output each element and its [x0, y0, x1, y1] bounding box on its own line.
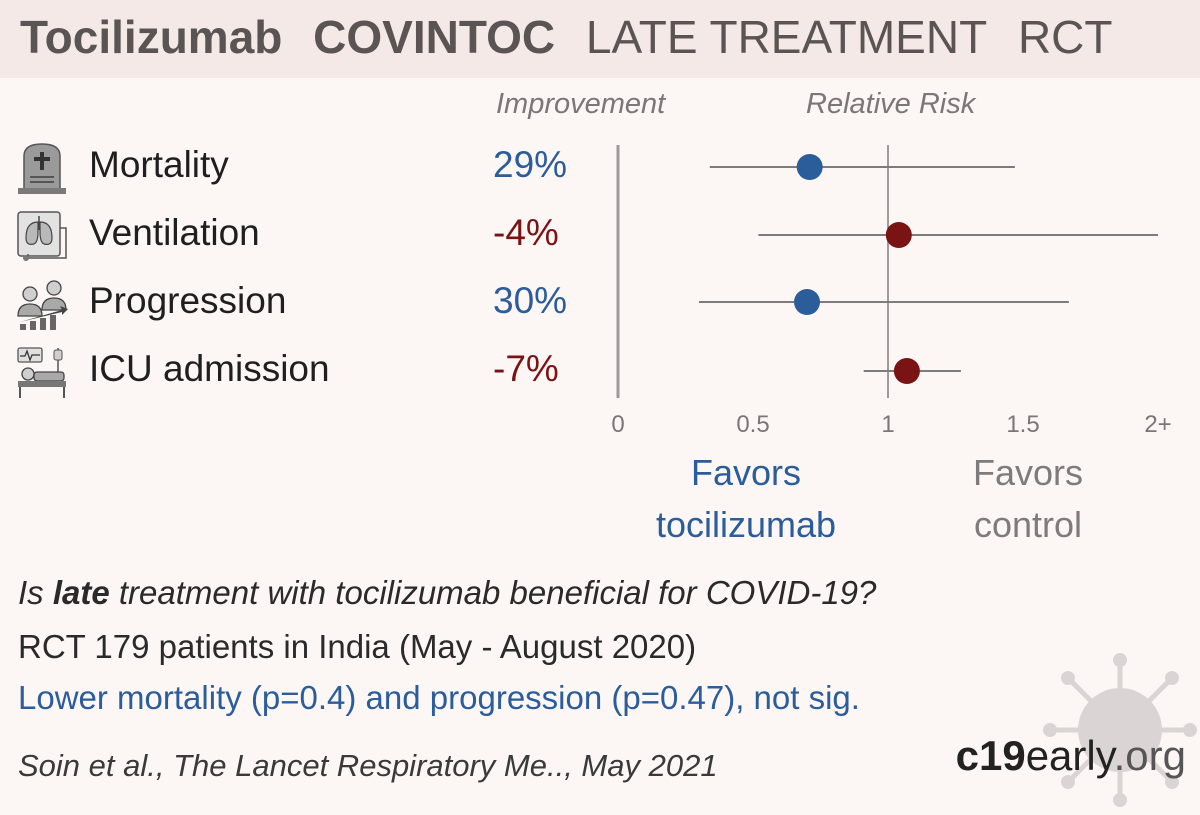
x-tick-label: 1 [881, 411, 894, 438]
title-trial: COVINTOC [313, 11, 556, 63]
study-result: Lower mortality (p=0.4) and progression … [18, 679, 860, 716]
improvement-value: 30% [493, 280, 568, 321]
favors-treatment-line2: tocilizumab [656, 504, 837, 545]
question-suffix: treatment with tocilizumab beneficial fo… [109, 574, 877, 611]
outcome-label: Progression [89, 280, 287, 321]
favors-control-label: Favors control [973, 447, 1083, 551]
improvement-column-header: Improvement [496, 88, 666, 120]
outcome-row-ventilation: Ventilation -4% [0, 206, 600, 266]
improvement-value: -4% [493, 212, 559, 253]
study-details: RCT 179 patients in India (May - August … [18, 628, 697, 665]
outcome-row-mortality: Mortality 29% [0, 138, 600, 198]
header-band [0, 0, 1200, 78]
title-stage: LATE TREATMENT [585, 11, 988, 63]
icu-bed-icon [17, 347, 66, 398]
question-prefix: Is [18, 574, 53, 611]
outcome-label: Mortality [89, 144, 229, 185]
favors-control-line2: control [973, 504, 1083, 545]
outcome-label: ICU admission [89, 348, 330, 389]
question-emphasis: late [52, 574, 110, 611]
outcome-label: Ventilation [89, 212, 260, 253]
brand-bold: c19 [955, 732, 1026, 779]
improvement-value: -7% [493, 348, 559, 389]
ventilator-icon [17, 211, 67, 261]
effect-point [794, 289, 820, 315]
title-drug: Tocilizumab [20, 11, 283, 63]
x-tick-label: 0.5 [736, 411, 769, 438]
x-tick-label: 2+ [1144, 411, 1171, 438]
brand-logo: c19early.org [956, 732, 1186, 780]
relative-risk-column-header: Relative Risk [806, 88, 976, 120]
progression-icon [17, 280, 68, 330]
outcome-row-icu-admission: ICU admission -7% [0, 342, 600, 402]
favors-control-line1: Favors [973, 452, 1084, 493]
page-title: Tocilizumab COVINTOC LATE TREATMENT RCT [20, 10, 1131, 64]
favors-treatment-label: Favors tocilizumab [656, 447, 836, 551]
outcome-row-progression: Progression 30% [0, 274, 600, 334]
effect-point [796, 154, 823, 180]
x-tick-label: 0 [611, 411, 624, 438]
forest-plot: 0 0.5 1 1.5 2+ [611, 145, 1172, 438]
favors-treatment-line1: Favors [691, 452, 802, 493]
title-design: RCT [1017, 11, 1113, 63]
improvement-value: 29% [493, 144, 568, 185]
brand-rest: early [1025, 732, 1114, 779]
x-tick-label: 1.5 [1006, 411, 1039, 438]
tombstone-icon [18, 143, 66, 194]
brand-tld: .org [1113, 732, 1186, 779]
effect-point [885, 222, 912, 248]
summary-question: Is late treatment with tocilizumab benef… [18, 574, 876, 612]
virus-watermark-icon [1043, 653, 1197, 807]
citation: Soin et al., The Lancet Respiratory Me..… [18, 748, 718, 783]
effect-point [893, 358, 920, 384]
